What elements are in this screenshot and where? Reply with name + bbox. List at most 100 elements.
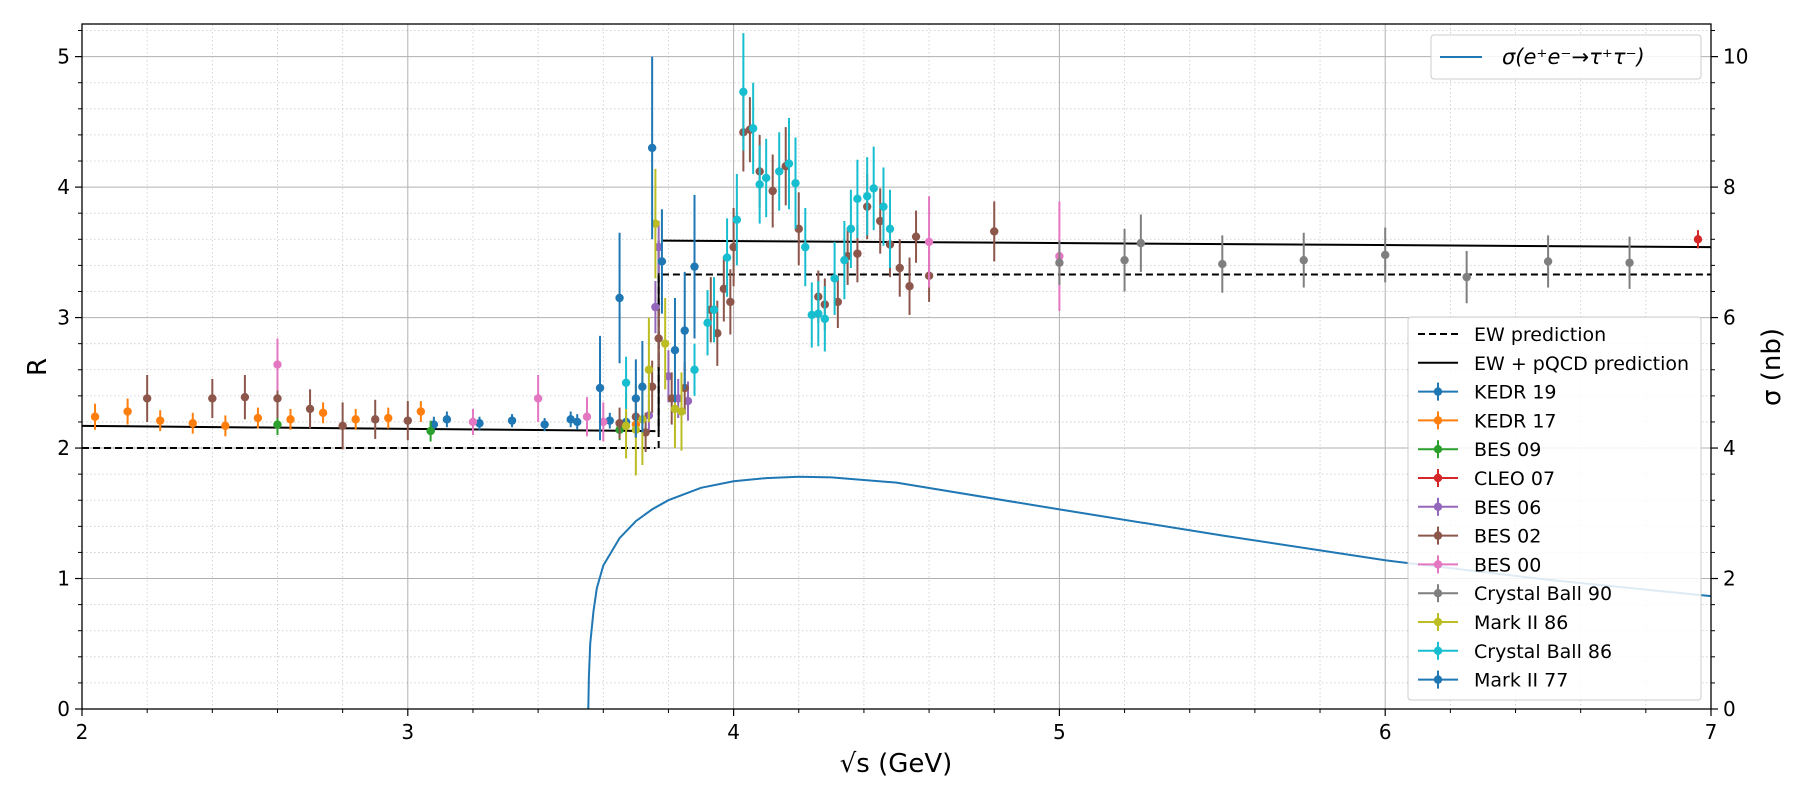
y2-tick-label: 10	[1723, 45, 1748, 69]
data-point	[846, 224, 856, 234]
data-point	[690, 365, 699, 374]
legend-marker-dot	[1433, 675, 1443, 684]
data-point	[924, 237, 934, 247]
data-point	[338, 421, 347, 431]
data-point	[208, 394, 217, 403]
legend-label: BES 09	[1474, 439, 1541, 461]
legend-marker-dot	[1433, 617, 1443, 627]
data-point	[533, 394, 543, 403]
series-group	[1693, 230, 1703, 249]
legend-label: BES 02	[1474, 526, 1541, 548]
data-point	[748, 124, 758, 133]
series-group	[595, 56, 699, 441]
data-point	[1543, 257, 1553, 266]
data-point	[1462, 272, 1471, 282]
data-point	[631, 394, 641, 403]
data-point	[807, 310, 816, 320]
data-point	[286, 415, 295, 424]
data-point	[318, 408, 328, 418]
legend-marker-dot	[1433, 445, 1443, 454]
data-point	[351, 415, 360, 424]
data-point	[641, 428, 650, 437]
data-point	[1693, 235, 1703, 244]
y-tick-label: 0	[57, 697, 70, 721]
data-point	[615, 419, 624, 428]
data-point	[595, 383, 605, 393]
data-point	[384, 413, 393, 423]
data-point	[670, 345, 680, 355]
legend-top: σ(e⁺e⁻→τ⁺τ⁻)	[1430, 34, 1702, 80]
data-point	[820, 314, 830, 324]
legend-marker-dot	[1433, 502, 1443, 511]
data-series	[90, 33, 1703, 476]
data-point	[768, 186, 777, 196]
data-point	[253, 413, 263, 423]
data-point	[605, 416, 614, 425]
data-point	[674, 394, 683, 403]
x-axis-title: √s (GeV)	[840, 749, 953, 779]
legend-label: Mark II 86	[1474, 612, 1568, 634]
legend-marker-dot	[1433, 387, 1443, 396]
data-point	[416, 407, 426, 416]
data-point	[442, 415, 452, 424]
data-point	[654, 334, 663, 343]
data-point	[1381, 250, 1390, 260]
data-point	[221, 421, 230, 431]
data-point	[690, 262, 699, 271]
data-point	[647, 382, 657, 391]
data-point	[155, 416, 165, 425]
legend-top-label: σ(e⁺e⁻→τ⁺τ⁻)	[1502, 45, 1645, 69]
data-point	[1218, 259, 1227, 269]
data-point	[713, 329, 722, 338]
line-segment	[661, 239, 1712, 249]
data-point	[719, 284, 729, 294]
legend-label: EW + pQCD prediction	[1474, 353, 1689, 375]
data-point	[273, 420, 282, 429]
data-point	[703, 318, 712, 327]
data-point	[403, 416, 412, 425]
y-tick-label: 3	[57, 306, 70, 330]
line-segment	[81, 424, 656, 433]
data-point	[573, 417, 582, 427]
legend-marker-dot	[1433, 531, 1443, 540]
data-point	[273, 360, 282, 369]
data-point	[123, 407, 132, 416]
data-point	[755, 180, 764, 189]
x-tick-label: 7	[1705, 720, 1718, 744]
legend-top-frame	[1430, 34, 1702, 80]
data-point	[905, 282, 914, 291]
legend-marker-dot	[1433, 560, 1443, 569]
data-point	[680, 326, 689, 335]
series-group	[1055, 214, 1634, 304]
data-point	[840, 255, 849, 265]
data-point	[853, 194, 862, 204]
data-point	[507, 416, 517, 425]
legend-label: Crystal Ball 90	[1474, 583, 1612, 605]
data-point	[621, 378, 631, 388]
data-point	[1625, 258, 1634, 267]
data-point	[862, 192, 872, 201]
legend-marker-dot	[1433, 646, 1443, 655]
data-point	[1055, 258, 1064, 267]
data-point	[657, 257, 667, 266]
x-tick-label: 4	[727, 720, 740, 744]
legend-label: BES 00	[1474, 554, 1541, 576]
data-point	[475, 419, 484, 428]
y2-tick-label: 0	[1723, 697, 1736, 721]
legend-label: KEDR 19	[1474, 382, 1557, 404]
data-point	[739, 87, 748, 97]
data-point	[426, 426, 435, 436]
data-point	[188, 419, 197, 428]
data-point	[895, 263, 904, 273]
cross-section-curve	[587, 475, 1712, 710]
data-point	[651, 219, 660, 228]
data-point	[853, 249, 862, 258]
data-point	[801, 242, 810, 252]
legend-marker-dot	[1433, 473, 1443, 483]
x-tick-label: 2	[76, 720, 89, 744]
x-tick-label: 5	[1053, 720, 1066, 744]
data-point	[615, 293, 624, 303]
y-tick-label: 4	[57, 175, 70, 199]
x-tick-label: 3	[401, 720, 414, 744]
